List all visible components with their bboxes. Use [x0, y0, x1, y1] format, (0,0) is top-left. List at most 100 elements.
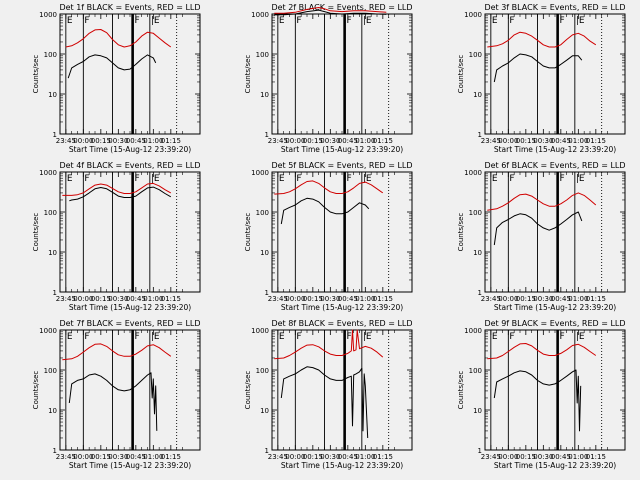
x-tick-label: 00:30 — [533, 295, 553, 303]
lld-series-line — [487, 31, 597, 48]
time-marker-label: F — [560, 174, 565, 184]
time-marker-label: |E — [363, 332, 372, 342]
y-axis-label: Counts/sec — [32, 371, 40, 410]
x-tick-label: 23:45 — [56, 453, 76, 461]
x-tick-label: 23:45 — [56, 295, 76, 303]
x-tick-label: 00:00 — [73, 295, 93, 303]
y-tick-label: 10 — [48, 249, 57, 257]
time-marker-label: E — [279, 16, 285, 26]
events-series-line — [493, 211, 583, 246]
time-marker-label: F — [560, 16, 565, 26]
x-axis-label: Start Time (15-Aug-12 23:39:20) — [69, 461, 191, 470]
lld-series-line — [274, 329, 384, 360]
chart-title: Det 4f BLACK = Events, RED = LLD — [59, 161, 200, 170]
chart-title: Det 1f BLACK = Events, RED = LLD — [59, 3, 200, 12]
x-axis-label: Start Time (15-Aug-12 23:39:20) — [494, 461, 616, 470]
x-tick-label: 01:00 — [143, 137, 163, 145]
events-series-line — [274, 9, 387, 16]
plot-frame — [59, 13, 201, 135]
y-tick-label: 1 — [53, 131, 57, 139]
x-tick-label: 00:00 — [498, 453, 518, 461]
y-tick-label: 1 — [265, 131, 269, 139]
events-series-line — [493, 53, 583, 83]
x-tick-label: 01:15 — [586, 295, 606, 303]
y-tick-label: 1000 — [251, 11, 269, 19]
y-tick-label: 10 — [260, 91, 269, 99]
x-tick-label: 00:45 — [338, 453, 358, 461]
x-tick-label: 00:00 — [498, 137, 518, 145]
time-marker-label: F — [347, 174, 352, 184]
panel-det-8: Det 8f BLACK = Events, RED = LLD 1 10 100 10… — [244, 319, 413, 470]
y-tick-label: 100 — [256, 51, 269, 59]
events-series-line — [280, 197, 370, 225]
x-tick-label: 01:00 — [355, 295, 375, 303]
time-marker-label: |E — [363, 16, 372, 26]
x-tick-label: 00:15 — [516, 295, 536, 303]
y-tick-label: 1000 — [464, 11, 482, 19]
x-tick-label: 01:15 — [161, 453, 181, 461]
x-tick-label: 00:00 — [285, 453, 305, 461]
x-tick-label: 01:15 — [161, 295, 181, 303]
time-marker-label: E — [492, 174, 498, 184]
x-tick-label: 00:15 — [91, 295, 111, 303]
y-tick-label: 10 — [473, 249, 482, 257]
panel-det-6: Det 6f BLACK = Events, RED = LLD 1 10 100 10… — [457, 161, 626, 312]
panel-det-4: Det 4f BLACK = Events, RED = LLD 1 10 100 10… — [32, 161, 201, 312]
time-marker-label: E — [279, 332, 285, 342]
plot-frame — [484, 13, 626, 135]
lld-series-line — [274, 7, 387, 14]
time-marker-label: F — [296, 174, 301, 184]
y-tick-label: 1 — [265, 447, 269, 455]
y-tick-label: 100 — [256, 209, 269, 217]
y-tick-label: 100 — [44, 209, 57, 217]
time-marker-label: |E — [576, 16, 585, 26]
x-tick-label: 01:00 — [143, 295, 163, 303]
x-tick-label: 23:45 — [481, 453, 501, 461]
chart-title: Det 9f BLACK = Events, RED = LLD — [484, 319, 625, 328]
time-marker-label: |E — [151, 332, 160, 342]
y-axis-label: Counts/sec — [244, 371, 252, 410]
time-marker-label: F — [560, 332, 565, 342]
chart-title: Det 6f BLACK = Events, RED = LLD — [484, 161, 625, 170]
time-marker-label: F — [296, 332, 301, 342]
time-marker-label: F — [135, 174, 140, 184]
time-marker-label: |E — [151, 16, 160, 26]
x-tick-label: 01:00 — [143, 453, 163, 461]
x-tick-label: 00:45 — [551, 295, 571, 303]
y-tick-label: 100 — [469, 51, 482, 59]
time-marker-label: F — [135, 16, 140, 26]
y-tick-label: 1 — [478, 131, 482, 139]
x-tick-label: 23:45 — [268, 137, 288, 145]
plot-frame — [59, 171, 201, 293]
events-series-line — [493, 369, 582, 432]
y-axis-label: Counts/sec — [32, 55, 40, 94]
x-tick-label: 01:15 — [161, 137, 181, 145]
x-tick-label: 00:30 — [108, 295, 128, 303]
time-marker-label: F — [347, 332, 352, 342]
x-tick-label: 01:00 — [355, 137, 375, 145]
x-tick-label: 01:15 — [586, 453, 606, 461]
time-marker-label: E — [67, 16, 73, 26]
time-marker-label: E — [67, 174, 73, 184]
chart-title: Det 3f BLACK = Events, RED = LLD — [484, 3, 625, 12]
x-tick-label: 00:00 — [73, 453, 93, 461]
x-tick-label: 23:45 — [56, 137, 76, 145]
y-tick-label: 10 — [260, 249, 269, 257]
y-axis-label: Counts/sec — [457, 213, 465, 252]
time-marker-label: E — [492, 332, 498, 342]
x-tick-label: 00:15 — [516, 453, 536, 461]
lld-series-line — [274, 180, 384, 195]
y-axis-label: Counts/sec — [244, 55, 252, 94]
x-tick-label: 00:30 — [320, 453, 340, 461]
y-tick-label: 100 — [44, 51, 57, 59]
y-tick-label: 1000 — [464, 169, 482, 177]
x-tick-label: 00:15 — [303, 295, 323, 303]
x-axis-label: Start Time (15-Aug-12 23:39:20) — [281, 461, 403, 470]
time-marker-label: F — [347, 16, 352, 26]
y-tick-label: 1 — [53, 447, 57, 455]
time-marker-label: F — [509, 16, 514, 26]
events-series-line — [68, 372, 158, 431]
y-tick-label: 1 — [478, 447, 482, 455]
y-tick-label: 10 — [473, 407, 482, 415]
